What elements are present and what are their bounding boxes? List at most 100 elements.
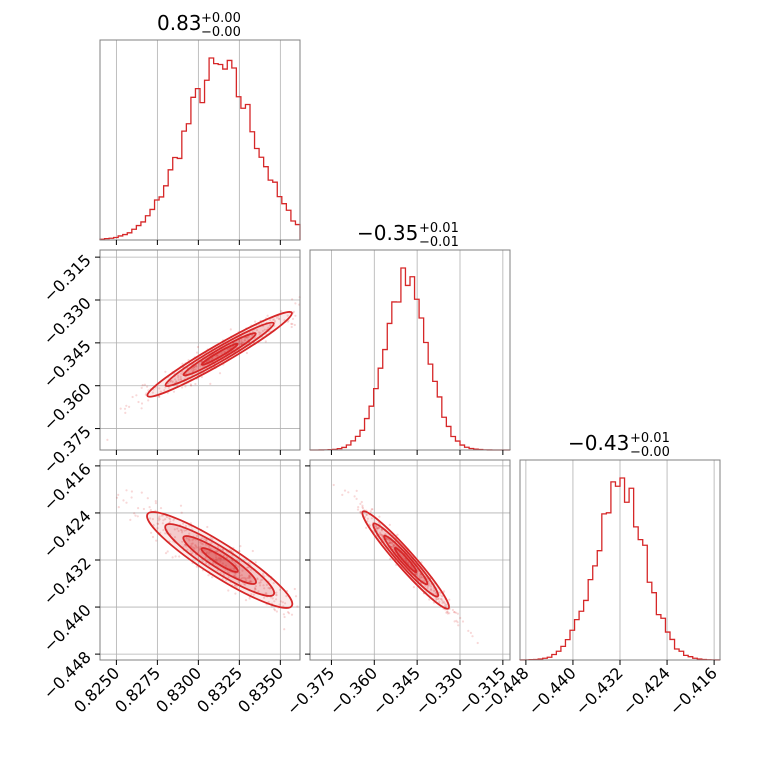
scatter-point	[356, 508, 360, 511]
scatter-point	[239, 545, 242, 548]
scatter-point	[254, 588, 257, 591]
scatter-point	[239, 342, 242, 345]
scatter-point	[211, 576, 214, 579]
x-tick-label: −0.440	[524, 663, 579, 718]
scatter-point	[244, 336, 247, 339]
contour-level-1	[164, 321, 275, 387]
scatter-point	[275, 591, 278, 594]
scatter-point	[392, 545, 395, 548]
scatter-point	[429, 588, 433, 591]
scatter-point	[257, 590, 260, 593]
scatter-point	[262, 584, 265, 587]
scatter-point	[192, 369, 195, 373]
scatter-point	[274, 319, 277, 323]
title-value-1: −0.35	[357, 221, 418, 245]
scatter-point	[235, 585, 238, 588]
histogram-frame-1	[309, 249, 511, 451]
scatter-point	[194, 545, 198, 548]
scatter-point	[149, 517, 152, 520]
x-tick-label: −0.424	[619, 663, 674, 718]
scatter-point	[389, 541, 392, 544]
scatter-point	[149, 508, 152, 512]
scatter-point	[119, 407, 122, 410]
scatter-point	[151, 535, 155, 539]
scatter-point	[361, 507, 365, 510]
scatter-point	[184, 385, 187, 388]
histogram-panel-1	[309, 249, 511, 451]
scatter-point	[242, 341, 245, 344]
scatter-point	[254, 588, 257, 591]
scatter-point	[277, 317, 280, 320]
scatter-point	[151, 518, 154, 521]
scatter-point	[215, 550, 218, 553]
scatter-point	[265, 583, 268, 587]
scatter-point	[390, 546, 393, 549]
scatter-point	[420, 576, 424, 579]
scatter-point	[389, 542, 392, 545]
scatter-point	[265, 592, 268, 595]
histogram-frame-0	[99, 39, 301, 241]
scatter-point	[169, 518, 172, 521]
scatter-point	[184, 524, 187, 528]
scatter-point	[150, 531, 153, 534]
scatter-point	[259, 584, 262, 587]
title-plus-1: +0.01	[419, 221, 459, 236]
scatter-point	[193, 547, 196, 550]
scatter-point	[258, 581, 261, 585]
scatter-point	[248, 331, 251, 334]
scatter-point	[177, 374, 180, 377]
scatter-point	[244, 599, 248, 602]
scatter-point	[251, 330, 254, 333]
scatter-point	[359, 510, 362, 513]
scatter-point	[359, 512, 362, 515]
scatter-point	[177, 378, 180, 381]
scatter-point	[256, 578, 259, 581]
scatter-point	[196, 351, 199, 354]
scatter-point	[248, 575, 251, 578]
scatter-point	[257, 331, 261, 334]
scatter-point	[261, 578, 264, 581]
scatter-point	[211, 562, 215, 565]
scatter-point	[171, 380, 174, 383]
scatter-point	[169, 379, 172, 382]
scatter-point	[393, 544, 396, 547]
scatter-point	[441, 599, 444, 602]
scatter-point	[293, 323, 296, 327]
scatter-point	[203, 538, 206, 541]
scatter-point	[249, 568, 253, 571]
scatter-point	[214, 558, 217, 561]
scatter-point	[249, 579, 252, 583]
scatter-point	[125, 501, 128, 504]
scatter-point	[347, 491, 350, 494]
scatter-point	[190, 368, 193, 371]
x-axis-param-1: −0.375−0.360−0.345−0.330−0.315	[283, 660, 510, 719]
scatter-point	[248, 574, 251, 577]
scatter-point	[124, 411, 127, 414]
scatter-point	[199, 545, 202, 549]
scatter-point	[455, 611, 458, 614]
scatter-point	[246, 336, 249, 339]
scatter-point	[258, 333, 261, 336]
scatter-point	[442, 590, 446, 593]
title-minus-1: −0.01	[419, 235, 459, 250]
scatter-point	[291, 298, 294, 301]
scatter-point	[249, 575, 252, 578]
scatter-point	[171, 556, 174, 559]
scatter-point	[207, 552, 210, 555]
scatter-point	[195, 546, 198, 549]
scatter-point	[250, 580, 253, 584]
scatter-point	[117, 506, 120, 509]
scatter-point	[188, 539, 191, 542]
scatter-point	[185, 545, 188, 548]
scatter-point	[391, 542, 394, 546]
scatter-point	[156, 527, 159, 530]
scatter-point	[228, 548, 231, 551]
scatter-point	[218, 557, 221, 560]
scatter-point	[219, 557, 222, 560]
scatter-point	[218, 372, 222, 375]
scatter-point	[269, 324, 272, 327]
scatter-point	[396, 533, 399, 536]
scatter-point	[189, 549, 192, 553]
scatter-point	[247, 566, 250, 569]
